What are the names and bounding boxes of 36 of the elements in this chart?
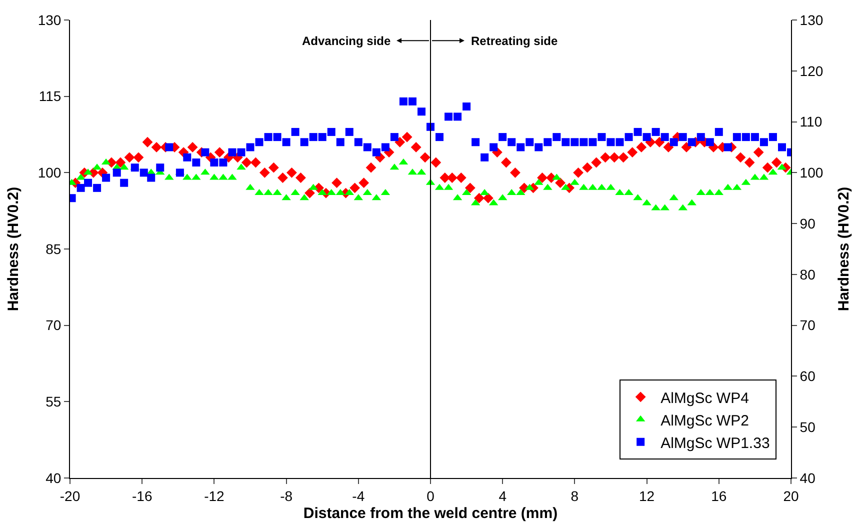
x-tick-label: 20 [783,488,799,504]
y2-axis-title: Hardness (HV0.2) [835,186,852,312]
y2-tick-label: 60 [800,368,816,384]
x-tick-label: -20 [60,488,80,504]
x-tick-label: 12 [639,488,655,504]
annotation: Retreating side [471,34,558,48]
y2-tick-label: 110 [800,114,822,130]
y2-tick-label: 90 [800,215,816,232]
x-tick-label: -4 [352,488,365,504]
y2-tick-label: 120 [800,62,824,79]
y2-tick-label: 80 [800,266,816,282]
y2-tick-label: 100 [800,164,824,181]
x-tick-label: 16 [711,488,727,504]
y2-tick-label: 130 [800,12,824,28]
x-tick-label: 0 [426,488,435,504]
x-tick-label: -12 [204,488,225,504]
x-tick-label: 8 [570,488,579,504]
y-tick-label: 130 [38,12,62,28]
y2-tick-label: 70 [800,317,816,334]
y-tick-label: 40 [46,470,62,486]
y-tick-label: 55 [46,394,62,410]
y-tick-label: 115 [38,88,62,104]
x-axis-title: Distance from the weld centre (mm) [303,504,558,522]
y2-tick-label: 40 [800,470,816,486]
y-tick-label: 85 [46,240,62,257]
x-tick-label: -8 [280,488,293,504]
y-tick-label: 100 [38,164,62,181]
x-tick-label: -16 [132,488,152,504]
legend-label: AlMgSc WP1.33 [660,434,770,452]
y-axis-title: Hardness (HV0.2) [5,186,22,312]
legend-label: AlMgSc WP2 [660,412,749,430]
annotation: Advancing side [302,34,392,48]
x-tick-label: 4 [498,488,507,504]
y-tick-label: 70 [46,317,62,334]
legend-label: AlMgSc WP4 [660,390,749,407]
y2-tick-label: 50 [800,419,816,436]
